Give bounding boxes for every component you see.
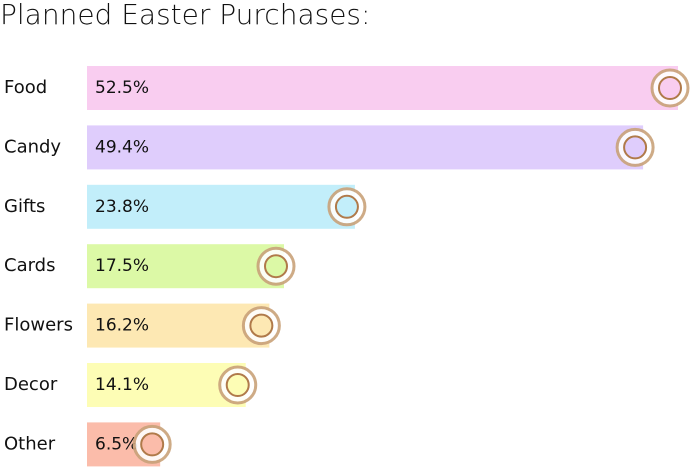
bar [87, 184, 355, 229]
value-label: 6.5% [95, 434, 138, 454]
value-label: 17.5% [95, 256, 149, 276]
value-label: 16.2% [95, 316, 149, 336]
icon [140, 432, 165, 457]
icon [249, 313, 274, 338]
bar [87, 244, 284, 289]
icon [658, 76, 682, 100]
bar [87, 303, 270, 348]
icon [334, 194, 359, 219]
category-label: Decor [4, 374, 58, 395]
category-label: Candy [4, 136, 61, 157]
value-label: 52.5% [95, 78, 149, 98]
value-label: 23.8% [95, 197, 149, 217]
bar [87, 125, 644, 170]
category-label: Gifts [4, 196, 45, 217]
icon [225, 373, 250, 397]
value-label: 49.4% [95, 137, 149, 157]
category-label: Flowers [4, 315, 73, 336]
bar [87, 66, 678, 110]
category-label: Cards [4, 255, 56, 276]
value-label: 14.1% [95, 375, 149, 395]
icon [623, 135, 648, 160]
category-label: Other [4, 433, 56, 454]
chart-title: Planned Easter Purchases: [0, 0, 370, 31]
category-label: Food [4, 77, 47, 98]
icon [264, 254, 288, 279]
